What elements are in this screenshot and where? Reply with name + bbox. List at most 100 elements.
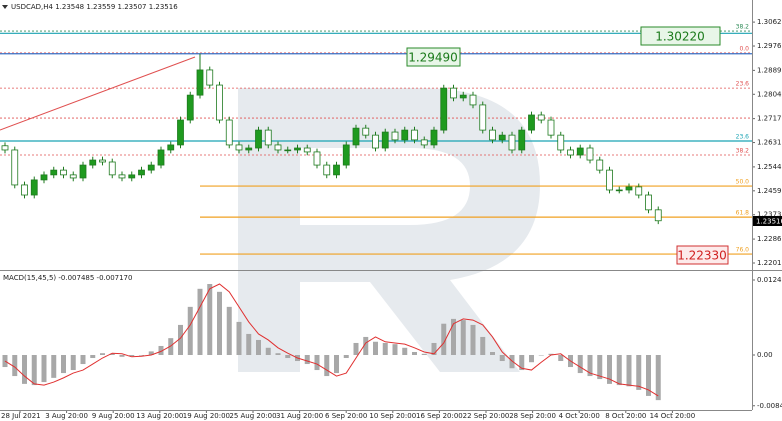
macd-bar	[392, 344, 398, 356]
macd-bar	[80, 355, 86, 365]
macd-bar	[70, 355, 76, 371]
candle-body	[40, 174, 48, 181]
candle-body	[645, 194, 652, 211]
macd-bar	[431, 342, 437, 356]
x-tick-label: 28 Sep 20:00	[509, 412, 556, 420]
macd-bar	[470, 324, 476, 356]
annotation-text: 1.30220	[655, 30, 705, 44]
macd-title: MACD(15,45,5) -0.007485 -0.007170	[3, 274, 132, 282]
macd-bar	[324, 355, 330, 377]
macd-bar	[343, 355, 349, 359]
macd-bar	[51, 355, 57, 378]
candle-body	[147, 164, 155, 171]
candle-body	[469, 94, 477, 106]
macd-bar	[119, 355, 125, 357]
candle-body	[264, 129, 272, 146]
candle-body	[547, 119, 555, 136]
level-label: 0.0	[739, 45, 749, 52]
candle-body	[294, 147, 301, 151]
candle-body	[381, 131, 389, 149]
level-label: 38.2	[736, 148, 750, 155]
macd-bar	[421, 353, 427, 356]
macd-bar	[31, 355, 37, 386]
candle-body	[459, 94, 467, 99]
candle-body	[596, 159, 604, 171]
macd-bar	[499, 355, 505, 362]
candle-body	[615, 189, 623, 192]
candle-body	[60, 169, 67, 176]
y-tick-label: 1.27170	[757, 115, 782, 123]
y-tick-label: 1.30620	[757, 18, 782, 26]
annotation-text: 1.29490	[408, 51, 458, 65]
candle-body	[625, 186, 633, 191]
macd-bar	[626, 355, 632, 387]
y-tick-label: 0.012463	[757, 276, 782, 284]
y-tick-label: 1.23735	[757, 211, 782, 219]
y-tick-label: 0.00	[757, 351, 773, 359]
level-label: 23.6	[736, 134, 750, 141]
macd-bar	[412, 351, 417, 356]
candle-body	[420, 139, 428, 146]
candle-body	[654, 209, 662, 222]
candle-body	[362, 127, 370, 136]
candle-body	[342, 144, 350, 166]
candle-body	[567, 149, 574, 156]
level-label: 50.0	[736, 179, 750, 186]
macd-bar	[148, 351, 154, 356]
candle-body	[479, 104, 487, 131]
macd-bar	[158, 345, 164, 356]
y-tick-label: 1.29765	[757, 42, 782, 50]
candle-body	[450, 87, 457, 99]
candle-body	[255, 129, 262, 149]
candle-body	[352, 127, 360, 146]
macd-bar	[168, 338, 174, 356]
x-tick-label: 19 Aug 20:00	[183, 412, 230, 420]
candle-body	[391, 131, 399, 141]
x-tick-label: 16 Sep 20:00	[416, 412, 463, 420]
candle-body	[518, 129, 526, 151]
macd-bar	[402, 347, 408, 356]
macd-bar	[41, 355, 47, 383]
macd-bar	[577, 355, 583, 374]
macd-bar	[236, 321, 242, 356]
candle-body	[284, 149, 292, 152]
y-tick-label: 1.25445	[757, 163, 782, 171]
macd-bar	[187, 306, 193, 356]
macd-bar	[460, 320, 466, 356]
candle-body	[489, 129, 496, 141]
y-tick-label: 1.28895	[757, 66, 782, 74]
candle-body	[372, 134, 379, 149]
candle-body	[635, 186, 643, 196]
candle-body	[225, 119, 233, 146]
macd-bar	[265, 347, 271, 356]
x-tick-label: 8 Oct 20:00	[605, 412, 646, 420]
annotation: 1.30220 1.29490 1.22330	[406, 26, 729, 265]
macd-bar	[353, 342, 359, 356]
candle-body	[1, 145, 9, 151]
macd-bar	[529, 355, 534, 363]
candle-body	[606, 169, 613, 191]
macd-bar	[275, 353, 281, 356]
candle-body	[128, 174, 136, 179]
candle-body	[235, 144, 243, 151]
candle-body	[333, 164, 340, 176]
candle-body	[430, 129, 438, 146]
x-tick-label: 9 Aug 20:00	[92, 412, 135, 420]
macd-bar	[129, 355, 135, 357]
price-chart-title: USDCAD,H4 1.23548 1.23559 1.23507 1.2351…	[11, 3, 178, 11]
candle-body	[411, 129, 418, 141]
current-price-label: 1.23516	[756, 218, 782, 226]
candle-body	[108, 161, 116, 176]
macd-bar	[451, 318, 456, 356]
candle-body	[303, 147, 311, 153]
candle-body	[79, 164, 87, 179]
macd-bar	[256, 339, 261, 356]
macd-bar	[217, 291, 222, 356]
candle-body	[89, 159, 97, 166]
menu-triangle	[2, 5, 8, 9]
macd-bar	[207, 283, 213, 356]
macd-bar	[12, 355, 18, 377]
candle-body	[21, 184, 28, 196]
